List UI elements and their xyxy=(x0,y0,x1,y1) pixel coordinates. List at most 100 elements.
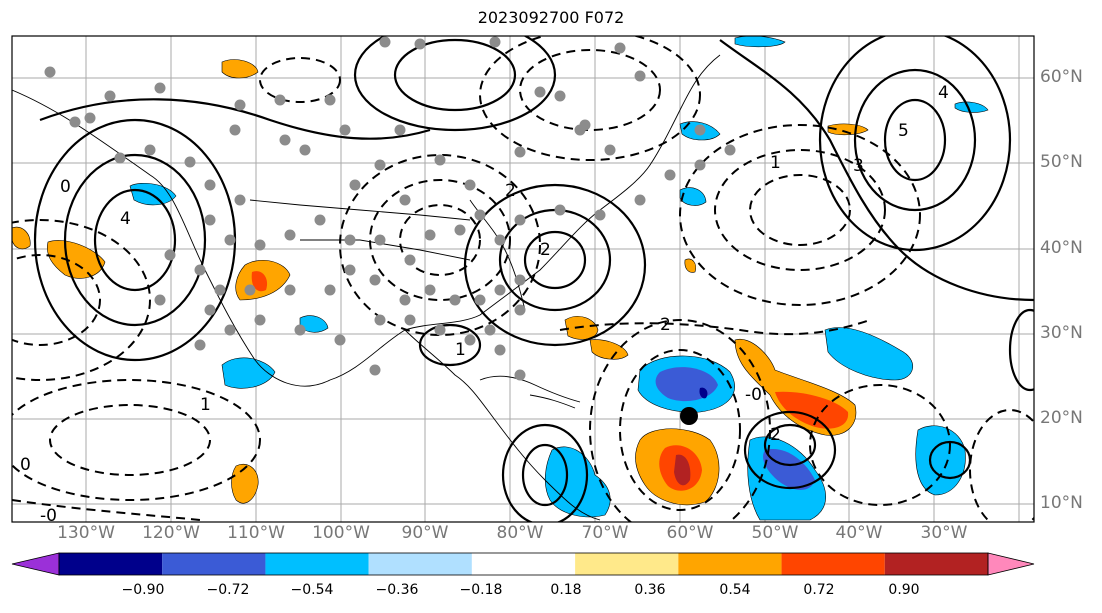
longitude-label: 60°W xyxy=(666,523,714,543)
positive-anomaly-region xyxy=(684,258,697,273)
colorbar-segment xyxy=(884,553,988,575)
station-dot xyxy=(464,334,476,346)
station-dot xyxy=(514,369,526,381)
negative-anomaly-region xyxy=(544,446,611,518)
station-dot xyxy=(399,194,411,206)
station-dot xyxy=(494,284,506,296)
station-dot xyxy=(374,314,386,326)
station-dot xyxy=(554,90,566,102)
station-dot xyxy=(474,209,486,221)
station-dot xyxy=(244,284,256,296)
positive-anomaly-core xyxy=(251,271,268,292)
station-dot xyxy=(424,229,436,241)
positive-anomaly-region xyxy=(12,226,31,250)
latitude-label: 50°N xyxy=(1040,152,1083,172)
station-dot xyxy=(514,304,526,316)
station-dot xyxy=(694,159,706,171)
station-dot xyxy=(204,179,216,191)
longitude-label: 120°W xyxy=(142,523,200,543)
station-dot xyxy=(154,82,166,94)
colorbar-extend-low xyxy=(11,552,60,576)
station-dot xyxy=(604,144,616,156)
station-dot xyxy=(634,70,646,82)
contour-labels: 4 5 3 2 2 2 1 1 1 -0 0 -0 2 0 4 xyxy=(20,83,949,522)
station-dot xyxy=(404,314,416,326)
colorbar-tick-label: 0.72 xyxy=(803,582,835,598)
negative-anomaly-core xyxy=(763,449,815,490)
colorbar-tick-label: −0.18 xyxy=(459,582,503,598)
positive-anomaly-region xyxy=(231,464,259,504)
positive-anomaly-peak xyxy=(674,454,691,486)
station-dot xyxy=(369,364,381,376)
station-dot xyxy=(184,156,196,168)
positive-anomaly-region xyxy=(827,123,869,136)
latitude-label: 20°N xyxy=(1040,408,1083,428)
station-dot xyxy=(489,36,501,48)
colorbar-frame xyxy=(58,552,989,576)
colorbar-segment xyxy=(678,553,782,575)
colorbar-segment xyxy=(59,553,163,575)
longitude-label: 110°W xyxy=(227,523,285,543)
station-dot xyxy=(234,194,246,206)
negative-anomaly-peak xyxy=(699,387,708,399)
contour-label: 5 xyxy=(898,121,909,141)
map-title: 2023092700 F072 xyxy=(477,8,625,27)
station-dot xyxy=(399,294,411,306)
contour-label: 4 xyxy=(938,83,949,103)
station-dot xyxy=(694,124,706,136)
station-dot xyxy=(514,146,526,158)
station-dot xyxy=(224,324,236,336)
station-dot xyxy=(254,239,266,251)
station-dot xyxy=(84,112,96,124)
station-dot xyxy=(234,99,246,111)
negative-anomaly-region xyxy=(824,327,913,381)
station-dot xyxy=(484,324,496,336)
station-dot xyxy=(154,294,166,306)
contour-label: 2 xyxy=(770,425,781,445)
station-dot xyxy=(434,154,446,166)
contour-label: 1 xyxy=(200,395,211,415)
station-dot xyxy=(204,214,216,226)
station-dot xyxy=(594,209,606,221)
station-dot xyxy=(334,334,346,346)
station-dot xyxy=(229,124,241,136)
contour-label: 4 xyxy=(120,209,131,229)
station-dot xyxy=(379,36,391,48)
longitude-label: 90°W xyxy=(401,523,449,543)
negative-anomaly-region xyxy=(679,187,707,206)
latitude-label: 10°N xyxy=(1040,493,1083,513)
station-dot xyxy=(404,254,416,266)
contour-label: 1 xyxy=(455,340,466,360)
station-dot xyxy=(69,116,81,128)
station-dot xyxy=(299,144,311,156)
longitude-label: 70°W xyxy=(581,523,629,543)
negative-anomaly-region xyxy=(221,357,276,389)
station-dot xyxy=(494,344,506,356)
station-dot xyxy=(494,234,506,246)
colorbar-segment xyxy=(162,553,266,575)
station-dot xyxy=(579,119,591,131)
colorbar-tick-label: 0.54 xyxy=(719,582,751,598)
longitude-label: 130°W xyxy=(57,523,115,543)
positive-anomaly-core xyxy=(775,391,849,429)
station-dot xyxy=(464,179,476,191)
station-dot xyxy=(424,284,436,296)
contour-label: 0 xyxy=(20,455,31,475)
colorbar-segment xyxy=(265,553,369,575)
station-dot xyxy=(324,284,336,296)
latitude-label: 40°N xyxy=(1040,238,1083,258)
positive-anomaly-region xyxy=(589,339,629,360)
colorbar-tick-label: 0.18 xyxy=(550,582,582,598)
contour-label: -0 xyxy=(745,385,762,405)
station-dot xyxy=(284,229,296,241)
station-dot xyxy=(344,234,356,246)
station-dot xyxy=(294,324,306,336)
station-dot xyxy=(664,169,676,181)
station-dot xyxy=(104,90,116,102)
station-dot xyxy=(44,66,56,78)
station-markers xyxy=(44,36,736,381)
contour-label: 2 xyxy=(505,181,516,201)
station-dot xyxy=(339,124,351,136)
latitude-label: 60°N xyxy=(1040,67,1083,87)
colorbar-extend-high xyxy=(987,552,1035,576)
